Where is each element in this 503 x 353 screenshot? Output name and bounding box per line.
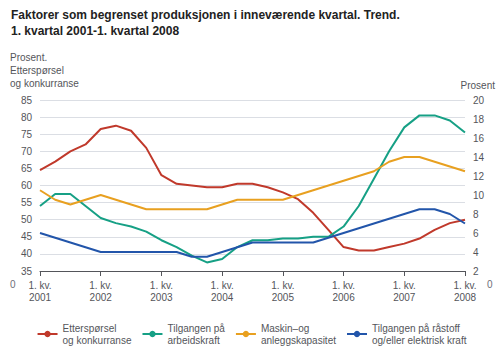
svg-text:75: 75 — [21, 129, 33, 140]
svg-text:Etterspørsel: Etterspørsel — [10, 65, 64, 76]
svg-text:1. kv.: 1. kv. — [89, 280, 112, 291]
svg-text:2006: 2006 — [332, 292, 355, 303]
svg-text:12: 12 — [473, 171, 485, 182]
svg-text:0: 0 — [487, 279, 493, 290]
svg-text:2003: 2003 — [150, 292, 173, 303]
svg-text:Prosent.: Prosent. — [10, 52, 47, 63]
svg-text:14: 14 — [473, 152, 485, 163]
svg-text:4: 4 — [473, 247, 479, 258]
svg-text:1. kv.: 1. kv. — [393, 280, 416, 291]
svg-text:60: 60 — [21, 180, 33, 191]
svg-text:Maskin–og: Maskin–og — [261, 323, 309, 334]
svg-text:1. kv.: 1. kv. — [332, 280, 355, 291]
svg-text:og konkurranse: og konkurranse — [10, 78, 79, 89]
svg-text:35: 35 — [21, 266, 33, 277]
svg-text:og/eller elektrisk kraft: og/eller elektrisk kraft — [372, 335, 467, 346]
svg-text:0: 0 — [10, 279, 16, 290]
svg-text:2005: 2005 — [272, 292, 295, 303]
svg-text:2004: 2004 — [211, 292, 234, 303]
svg-text:85: 85 — [21, 95, 33, 106]
svg-text:20: 20 — [473, 95, 485, 106]
svg-text:40: 40 — [21, 248, 33, 259]
svg-text:18: 18 — [473, 114, 485, 125]
svg-text:2002: 2002 — [90, 292, 113, 303]
svg-text:1. kv.: 1. kv. — [453, 280, 476, 291]
svg-text:80: 80 — [21, 112, 33, 123]
svg-text:Tilgangen på råstoff: Tilgangen på råstoff — [372, 323, 460, 334]
svg-text:anleggskapasitet: anleggskapasitet — [261, 335, 336, 346]
svg-text:55: 55 — [21, 197, 33, 208]
svg-text:Etterspørsel: Etterspørsel — [63, 323, 117, 334]
svg-text:arbeidskraft: arbeidskraft — [167, 335, 219, 346]
svg-text:50: 50 — [21, 214, 33, 225]
svg-text:1. kv.: 1. kv. — [211, 280, 234, 291]
svg-text:45: 45 — [21, 231, 33, 242]
svg-text:og konkurranse: og konkurranse — [63, 335, 132, 346]
svg-text:1. kv.: 1. kv. — [271, 280, 294, 291]
svg-text:1. kvartal 2001-1. kvartal 200: 1. kvartal 2001-1. kvartal 2008 — [11, 24, 179, 38]
svg-text:6: 6 — [473, 228, 479, 239]
svg-text:2: 2 — [473, 266, 479, 277]
svg-text:Prosent: Prosent — [461, 80, 496, 91]
svg-text:1. kv.: 1. kv. — [150, 280, 173, 291]
svg-text:Tilgangen på: Tilgangen på — [167, 323, 225, 334]
svg-text:16: 16 — [473, 133, 485, 144]
svg-text:Faktorer som begrenset produks: Faktorer som begrenset produksjonen i in… — [11, 8, 400, 22]
svg-text:65: 65 — [21, 163, 33, 174]
svg-text:8: 8 — [473, 209, 479, 220]
svg-text:2007: 2007 — [393, 292, 416, 303]
svg-text:70: 70 — [21, 146, 33, 157]
svg-text:2001: 2001 — [29, 292, 52, 303]
svg-text:2008: 2008 — [454, 292, 477, 303]
svg-text:10: 10 — [473, 190, 485, 201]
svg-text:1. kv.: 1. kv. — [28, 280, 51, 291]
